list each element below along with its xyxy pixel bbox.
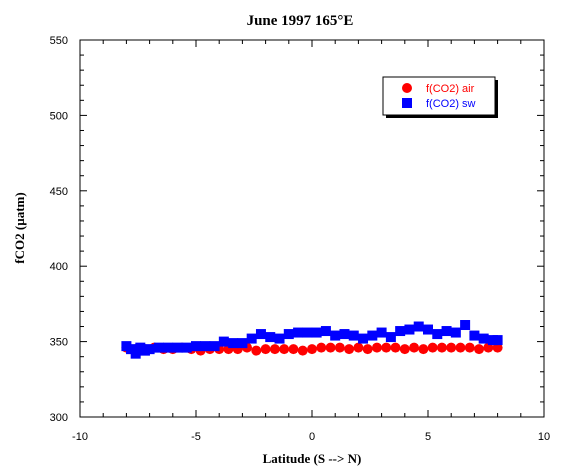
y-tick-label: 300 — [50, 412, 68, 424]
data-point-sw — [153, 342, 164, 353]
data-point-sw — [450, 327, 461, 338]
data-point-sw — [320, 326, 331, 337]
data-point-air — [297, 345, 308, 356]
data-point-sw — [237, 338, 248, 349]
legend-label-air: f(CO2) air — [426, 83, 475, 95]
y-axis-label: fCO2 (µatm) — [12, 192, 27, 263]
y-tick-label: 450 — [50, 186, 68, 198]
data-point-air — [381, 342, 392, 353]
data-point-sw — [311, 327, 322, 338]
data-point-sw — [265, 332, 276, 343]
data-point-air — [399, 344, 410, 355]
data-point-sw — [367, 330, 378, 341]
data-point-sw — [246, 333, 257, 344]
data-point-sw — [404, 324, 415, 335]
data-point-sw — [172, 342, 183, 353]
x-tick-label: 0 — [309, 431, 315, 443]
data-point-sw — [441, 326, 452, 337]
data-point-air — [371, 342, 382, 353]
data-point-air — [251, 345, 262, 356]
data-point-sw — [385, 332, 396, 343]
data-point-air — [474, 344, 485, 355]
series-1 — [121, 320, 503, 359]
data-series — [121, 320, 503, 359]
data-point-air — [325, 342, 336, 353]
data-point-air — [483, 342, 494, 353]
y-tick-label: 400 — [50, 261, 68, 273]
data-point-air — [464, 342, 475, 353]
data-point-sw — [200, 341, 211, 352]
y-tick-label: 350 — [50, 337, 68, 349]
data-point-sw — [228, 338, 239, 349]
data-point-sw — [293, 327, 304, 338]
data-point-air — [492, 342, 503, 353]
y-tick-label: 550 — [50, 35, 68, 47]
data-point-sw — [469, 330, 480, 341]
data-point-air — [334, 342, 345, 353]
data-point-air — [446, 342, 457, 353]
x-axis-label: Latitude (S --> N) — [263, 451, 362, 466]
legend-label-sw: f(CO2) sw — [426, 98, 476, 110]
x-tick-label: 10 — [538, 431, 550, 443]
data-point-sw — [358, 333, 369, 344]
data-point-air — [362, 344, 373, 355]
data-point-air — [316, 342, 327, 353]
x-tick-label: -10 — [72, 431, 88, 443]
x-tick-label: 5 — [425, 431, 431, 443]
data-point-sw — [274, 333, 285, 344]
x-tick-label: -5 — [191, 431, 201, 443]
chart-title: June 1997 165°E — [247, 13, 354, 29]
data-point-air — [260, 344, 271, 355]
data-point-air — [344, 344, 355, 355]
legend: f(CO2) air f(CO2) sw — [382, 76, 498, 118]
legend-marker-sw — [402, 98, 412, 108]
data-point-sw — [423, 324, 433, 335]
data-point-air — [307, 344, 317, 355]
data-point-sw — [413, 321, 424, 332]
data-point-air — [390, 342, 401, 353]
data-point-sw — [330, 330, 341, 341]
data-point-air — [427, 342, 438, 353]
data-point-air — [436, 342, 447, 353]
data-point-sw — [209, 341, 220, 352]
data-point-sw — [395, 326, 406, 337]
data-point-air — [269, 344, 280, 355]
data-point-sw — [460, 320, 471, 331]
data-point-sw — [163, 342, 174, 353]
axis-ticks: -10 -5 0 5 10 300 350 400 450 500 550 — [50, 35, 550, 443]
data-point-sw — [432, 329, 443, 340]
data-point-sw — [191, 341, 201, 352]
data-point-sw — [348, 330, 359, 341]
data-point-air — [455, 342, 466, 353]
data-point-air — [409, 342, 420, 353]
legend-marker-air — [402, 83, 412, 93]
data-point-sw — [255, 329, 266, 340]
data-point-sw — [218, 336, 229, 347]
data-point-sw — [283, 329, 294, 340]
y-tick-label: 500 — [50, 110, 68, 122]
data-point-sw — [492, 335, 503, 346]
data-point-sw — [144, 344, 155, 355]
data-point-sw — [376, 327, 387, 338]
data-point-sw — [181, 342, 192, 353]
data-point-air — [288, 344, 299, 355]
data-point-sw — [130, 348, 141, 359]
data-point-sw — [478, 333, 489, 344]
data-point-air — [353, 342, 364, 353]
legend-box — [382, 76, 496, 116]
data-point-sw — [339, 329, 350, 340]
data-point-sw — [302, 327, 313, 338]
data-point-air — [279, 344, 290, 355]
data-point-air — [418, 344, 429, 355]
